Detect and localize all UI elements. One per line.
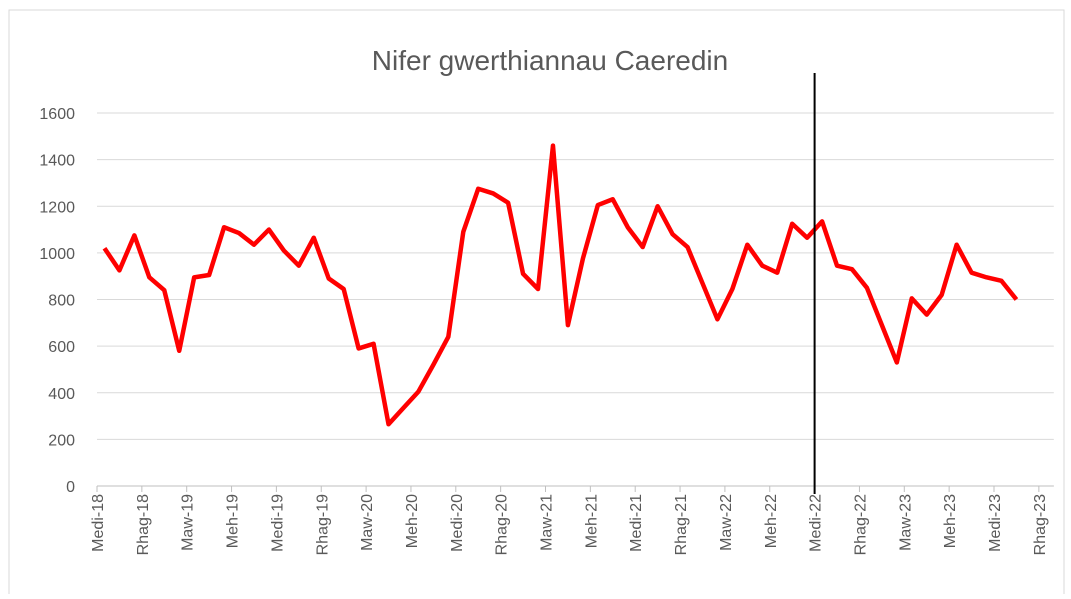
x-tick-label: Rhag-21 — [673, 494, 690, 555]
chart-frame — [8, 9, 1065, 599]
x-tick-label: Medi-20 — [449, 494, 466, 552]
x-tick-label: Rhag-20 — [494, 494, 511, 555]
y-tick-label: 1200 — [39, 199, 75, 216]
chart-title: Nifer gwerthiannau Caeredin — [372, 45, 728, 76]
y-tick-label: 0 — [66, 479, 75, 496]
x-tick-label: Meh-23 — [942, 494, 959, 548]
data-line — [102, 143, 1019, 427]
x-tick-label: Medi-19 — [269, 494, 286, 552]
x-tick-label: Rhag-22 — [852, 494, 869, 555]
x-tick-label: Medi-22 — [808, 494, 825, 552]
x-tick-label: Medi-18 — [90, 494, 107, 552]
x-tick-label: Rhag-18 — [135, 494, 152, 555]
x-tick-label: Meh-21 — [583, 494, 600, 548]
x-tick-label: Maw-23 — [897, 494, 914, 551]
y-tick-label: 200 — [48, 432, 75, 449]
x-tick-label: Meh-19 — [225, 494, 242, 548]
y-tick-label: 1400 — [39, 153, 75, 170]
x-tick-label: Meh-20 — [404, 494, 421, 548]
x-tick-label: Medi-23 — [987, 494, 1004, 552]
x-tick-label: Maw-22 — [718, 494, 735, 551]
x-tick-label: Maw-20 — [359, 494, 376, 551]
y-tick-label: 400 — [48, 386, 75, 403]
y-tick-label: 1600 — [39, 106, 75, 123]
y-tick-label: 1000 — [39, 246, 75, 263]
y-tick-label: 600 — [48, 339, 75, 356]
x-tick-label: Rhag-23 — [1032, 494, 1049, 555]
x-tick-label: Rhag-19 — [314, 494, 331, 555]
x-tick-label: Maw-19 — [180, 494, 197, 551]
x-tick-label: Medi-21 — [628, 494, 645, 552]
x-tick-label: Meh-22 — [763, 494, 780, 548]
y-tick-label: 800 — [48, 293, 75, 310]
x-tick-label: Maw-21 — [539, 494, 556, 551]
